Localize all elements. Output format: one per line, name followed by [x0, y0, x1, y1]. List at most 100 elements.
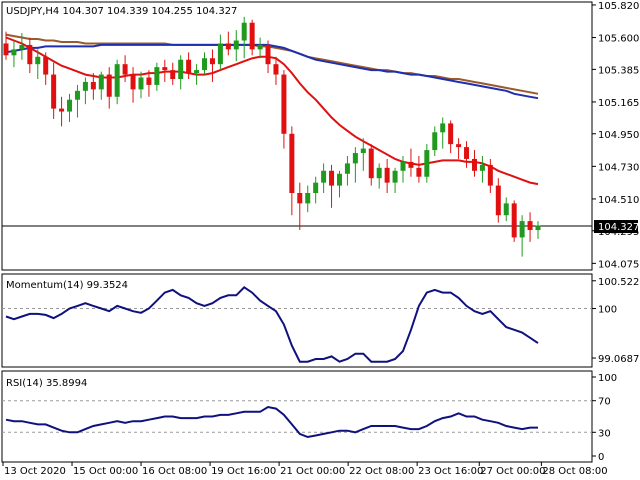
time-axis-label: 22 Oct 08:00	[349, 466, 414, 477]
candle	[376, 163, 382, 189]
candle-body	[289, 133, 295, 194]
rsi-tick-label: 0	[598, 452, 604, 463]
candle	[11, 40, 17, 68]
candle-body	[321, 170, 327, 183]
candle-body	[27, 44, 33, 65]
price-tick-label: 104.075	[598, 259, 639, 270]
candle-body	[74, 90, 80, 100]
rsi-panel-title: RSI(14) 35.8994	[6, 378, 87, 389]
candle	[305, 185, 311, 213]
panel-frame-1	[1, 1, 593, 271]
candle	[146, 70, 152, 97]
candle	[162, 59, 168, 82]
candle	[51, 62, 57, 119]
candle-body	[59, 108, 65, 112]
candle	[471, 150, 477, 177]
candle-body	[98, 74, 104, 90]
candle	[241, 16, 247, 59]
candle-body	[162, 67, 168, 71]
candle-body	[432, 132, 438, 151]
candle	[249, 19, 255, 56]
candle-body	[392, 170, 398, 183]
candle-body	[305, 193, 311, 204]
candle	[194, 64, 200, 85]
candle-body	[257, 44, 263, 50]
candle	[368, 144, 374, 186]
price-tick-label: 105.165	[598, 98, 639, 109]
candle	[202, 52, 208, 75]
time-axis-label: 27 Oct 00:00	[480, 466, 545, 477]
rsi-panel-series	[5, 405, 538, 439]
current-price-marker: 104.327	[594, 220, 639, 234]
candle-body	[297, 193, 303, 204]
candle	[209, 49, 215, 82]
candle-body	[519, 221, 525, 238]
candle-body	[265, 44, 271, 65]
candle	[384, 158, 390, 194]
candle-body	[376, 167, 382, 179]
time-axis-label: 15 Oct 00:00	[73, 466, 138, 477]
candle	[321, 163, 327, 194]
panel-frames	[1, 1, 593, 463]
candle-body	[384, 167, 390, 183]
candle-body	[273, 64, 279, 75]
price-tick-label: 105.385	[598, 65, 639, 76]
candle-body	[241, 22, 247, 41]
candle	[527, 212, 533, 242]
candle-body	[416, 167, 422, 177]
candle	[98, 71, 104, 100]
candle-body	[225, 43, 231, 50]
candle	[503, 197, 509, 222]
candle	[273, 56, 279, 85]
price-tick-label: 104.730	[598, 162, 639, 173]
candle-body	[464, 147, 470, 159]
momentum-panel-title: Momentum(14) 99.3524	[6, 280, 128, 291]
candle-body	[400, 161, 406, 171]
candle	[344, 155, 350, 186]
candle	[19, 33, 25, 60]
candle-body	[130, 74, 136, 90]
candle-body	[352, 153, 358, 164]
rsi-line	[5, 405, 538, 439]
candle-body	[471, 158, 477, 171]
momentum-tick-label: 100	[598, 305, 617, 316]
time-axis-label: 28 Oct 08:00	[542, 466, 607, 477]
price-panel-title: USDJPY,H4 104.307 104.339 104.255 104.32…	[6, 6, 237, 17]
candle	[35, 49, 41, 79]
candle-body	[106, 74, 112, 97]
moving-average-fast-line	[5, 36, 539, 186]
candle	[448, 120, 454, 154]
candle	[178, 55, 184, 90]
candle-body	[51, 74, 57, 109]
momentum-tick-label: 100.5222	[598, 277, 640, 288]
candle	[408, 148, 414, 177]
candle-body	[67, 99, 73, 112]
candle	[90, 73, 96, 100]
time-axis-label: 21 Oct 00:00	[280, 466, 345, 477]
candle-body	[202, 58, 208, 71]
rsi-tick-label: 100	[598, 373, 617, 384]
candle-body	[503, 203, 509, 216]
price-tick-label: 105.600	[598, 34, 639, 45]
candle-body	[456, 144, 462, 148]
candle	[122, 55, 128, 82]
candle	[74, 84, 80, 118]
candle-body	[11, 49, 17, 56]
candle-body	[511, 203, 517, 238]
candle	[456, 138, 462, 159]
candle	[487, 158, 493, 194]
candle-body	[82, 81, 88, 91]
candle	[297, 182, 303, 231]
candle-body	[122, 64, 128, 75]
candle	[424, 144, 430, 183]
candle	[329, 164, 335, 208]
candle	[3, 31, 9, 60]
candle-body	[360, 148, 366, 154]
candle-body	[336, 173, 342, 186]
candle	[281, 70, 287, 149]
candle-body	[448, 123, 454, 145]
current-price-label: 104.327	[598, 222, 639, 233]
candle-body	[146, 77, 152, 85]
